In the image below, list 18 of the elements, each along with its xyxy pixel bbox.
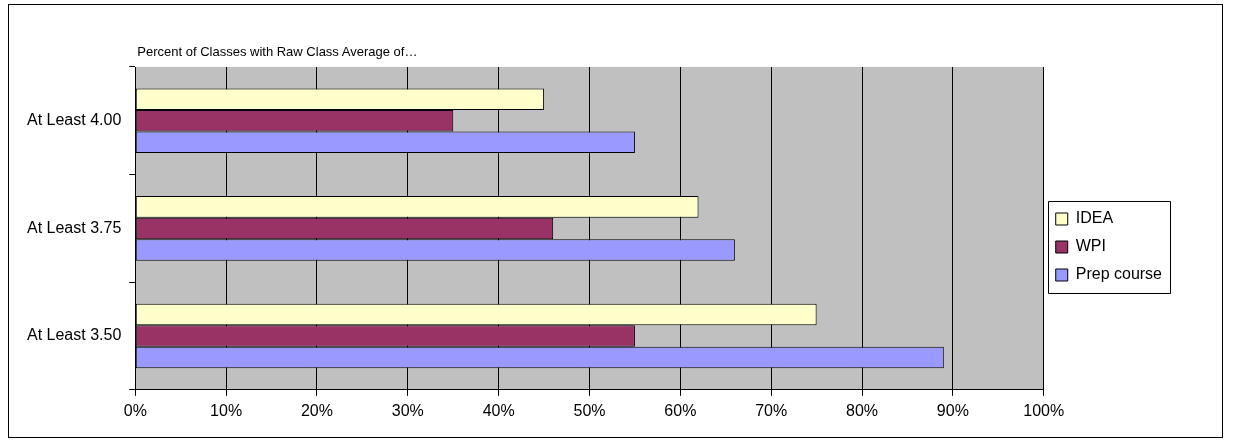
x-tick-label: 90% (936, 401, 969, 419)
x-tick-label: 40% (482, 401, 515, 419)
x-tick-label: 30% (391, 401, 424, 419)
x-tick-label: 70% (755, 401, 788, 419)
x-tick-label: 60% (664, 401, 697, 419)
y-tick-label: At Least 3.50 (26, 326, 122, 344)
x-tick-label: 10% (210, 401, 243, 419)
y-tick-label: At Least 4.00 (26, 111, 122, 129)
legend-label: IDEA (1075, 209, 1114, 227)
legend-label: Prep course (1075, 265, 1163, 283)
legend-label: WPI (1075, 237, 1106, 255)
x-tick-label: 80% (846, 401, 879, 419)
chart-title: Percent of Classes with Raw Class Average of… (137, 44, 418, 60)
y-tick-label: At Least 3.75 (26, 218, 122, 236)
x-tick-label: 20% (300, 401, 333, 419)
x-tick-label: 50% (573, 401, 606, 419)
x-tick-label: 0% (123, 401, 147, 419)
x-tick-label: 100% (1023, 401, 1065, 419)
